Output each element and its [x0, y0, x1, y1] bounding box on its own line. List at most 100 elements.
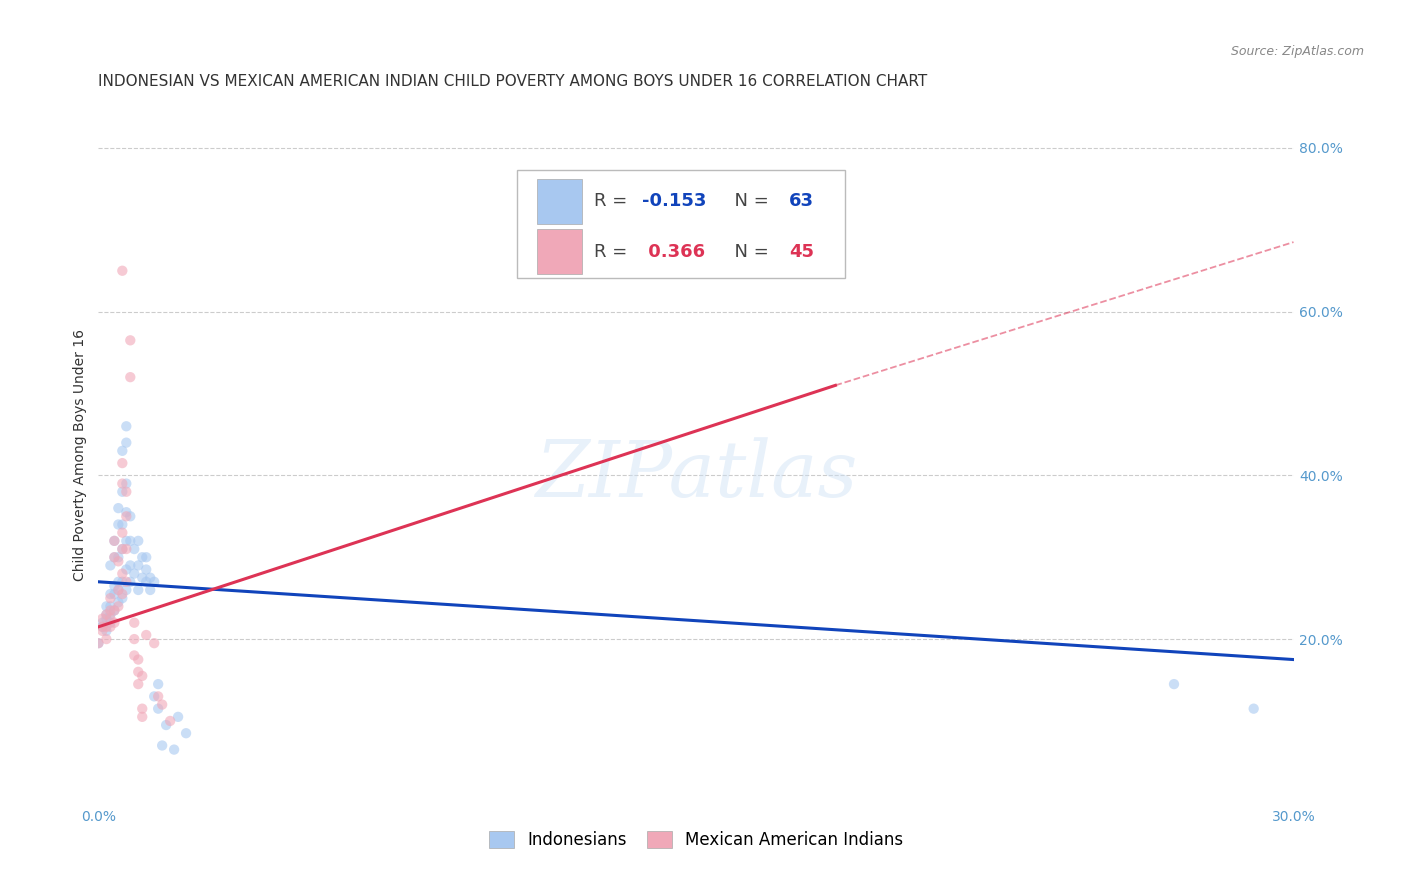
Point: [135, 550, 157, 565]
Point: [131, 550, 153, 565]
Point: [115, 476, 138, 491]
Point: [107, 554, 129, 568]
Point: [131, 710, 153, 724]
Text: -0.153: -0.153: [643, 193, 707, 211]
Point: [148, 701, 170, 715]
Point: [127, 558, 149, 573]
Point: [96, 599, 118, 614]
Point: [96, 612, 118, 626]
Point: [163, 742, 186, 756]
Point: [1243, 701, 1265, 715]
Point: [107, 550, 129, 565]
Point: [103, 603, 125, 617]
Point: [115, 574, 138, 589]
Point: [120, 558, 142, 573]
Point: [111, 542, 134, 557]
Point: [111, 587, 134, 601]
Point: [96, 607, 118, 622]
Point: [98, 558, 122, 573]
Point: [124, 648, 146, 663]
Point: [120, 574, 142, 589]
Point: [150, 698, 173, 712]
Point: [91, 612, 114, 626]
Point: [143, 636, 166, 650]
Point: [98, 599, 122, 614]
Point: [131, 669, 153, 683]
Point: [107, 501, 129, 516]
Point: [115, 533, 138, 548]
Point: [143, 690, 166, 704]
Point: [143, 574, 166, 589]
Text: 63: 63: [789, 193, 814, 211]
Point: [111, 566, 134, 581]
Text: R =: R =: [595, 243, 633, 260]
Point: [103, 615, 125, 630]
Point: [115, 484, 138, 499]
Point: [120, 533, 142, 548]
Point: [111, 525, 134, 540]
FancyBboxPatch shape: [517, 169, 845, 277]
Point: [107, 582, 129, 597]
Text: Source: ZipAtlas.com: Source: ZipAtlas.com: [1230, 45, 1364, 58]
Point: [127, 582, 149, 597]
Point: [159, 714, 181, 728]
Bar: [537, 229, 582, 275]
Point: [98, 612, 122, 626]
Point: [107, 599, 129, 614]
Point: [103, 550, 125, 565]
Point: [139, 571, 162, 585]
Text: ZIPatlas: ZIPatlas: [534, 438, 858, 514]
Point: [150, 739, 173, 753]
Point: [1163, 677, 1185, 691]
Point: [103, 550, 125, 565]
Point: [87, 636, 110, 650]
Point: [87, 636, 110, 650]
Point: [115, 542, 138, 557]
Point: [120, 334, 142, 348]
Text: N =: N =: [724, 193, 775, 211]
Point: [103, 587, 125, 601]
Point: [103, 533, 125, 548]
Point: [98, 607, 122, 622]
Point: [111, 484, 134, 499]
Point: [148, 690, 170, 704]
Point: [135, 628, 157, 642]
Text: N =: N =: [724, 243, 775, 260]
Point: [107, 595, 129, 609]
Point: [124, 566, 146, 581]
Text: INDONESIAN VS MEXICAN AMERICAN INDIAN CHILD POVERTY AMONG BOYS UNDER 16 CORRELAT: INDONESIAN VS MEXICAN AMERICAN INDIAN CH…: [98, 74, 928, 89]
Point: [96, 624, 118, 638]
Y-axis label: Child Poverty Among Boys Under 16: Child Poverty Among Boys Under 16: [73, 329, 87, 581]
Legend: Indonesians, Mexican American Indians: Indonesians, Mexican American Indians: [481, 822, 911, 857]
Text: 0.366: 0.366: [643, 243, 706, 260]
Point: [111, 456, 134, 470]
Point: [115, 509, 138, 524]
Point: [98, 603, 122, 617]
Point: [96, 632, 118, 646]
Point: [124, 542, 146, 557]
Point: [98, 620, 122, 634]
Point: [103, 579, 125, 593]
Text: 45: 45: [789, 243, 814, 260]
Point: [124, 632, 146, 646]
Point: [111, 542, 134, 557]
Point: [115, 435, 138, 450]
Point: [96, 620, 118, 634]
Point: [115, 419, 138, 434]
Point: [131, 571, 153, 585]
Point: [96, 607, 118, 622]
Point: [115, 562, 138, 576]
Point: [111, 574, 134, 589]
Point: [103, 603, 125, 617]
Point: [155, 718, 177, 732]
Point: [120, 509, 142, 524]
Point: [103, 533, 125, 548]
Point: [91, 620, 114, 634]
Point: [127, 665, 149, 679]
Point: [148, 677, 170, 691]
Point: [120, 370, 142, 384]
Point: [135, 562, 157, 576]
Point: [111, 264, 134, 278]
Point: [111, 517, 134, 532]
Point: [167, 710, 190, 724]
